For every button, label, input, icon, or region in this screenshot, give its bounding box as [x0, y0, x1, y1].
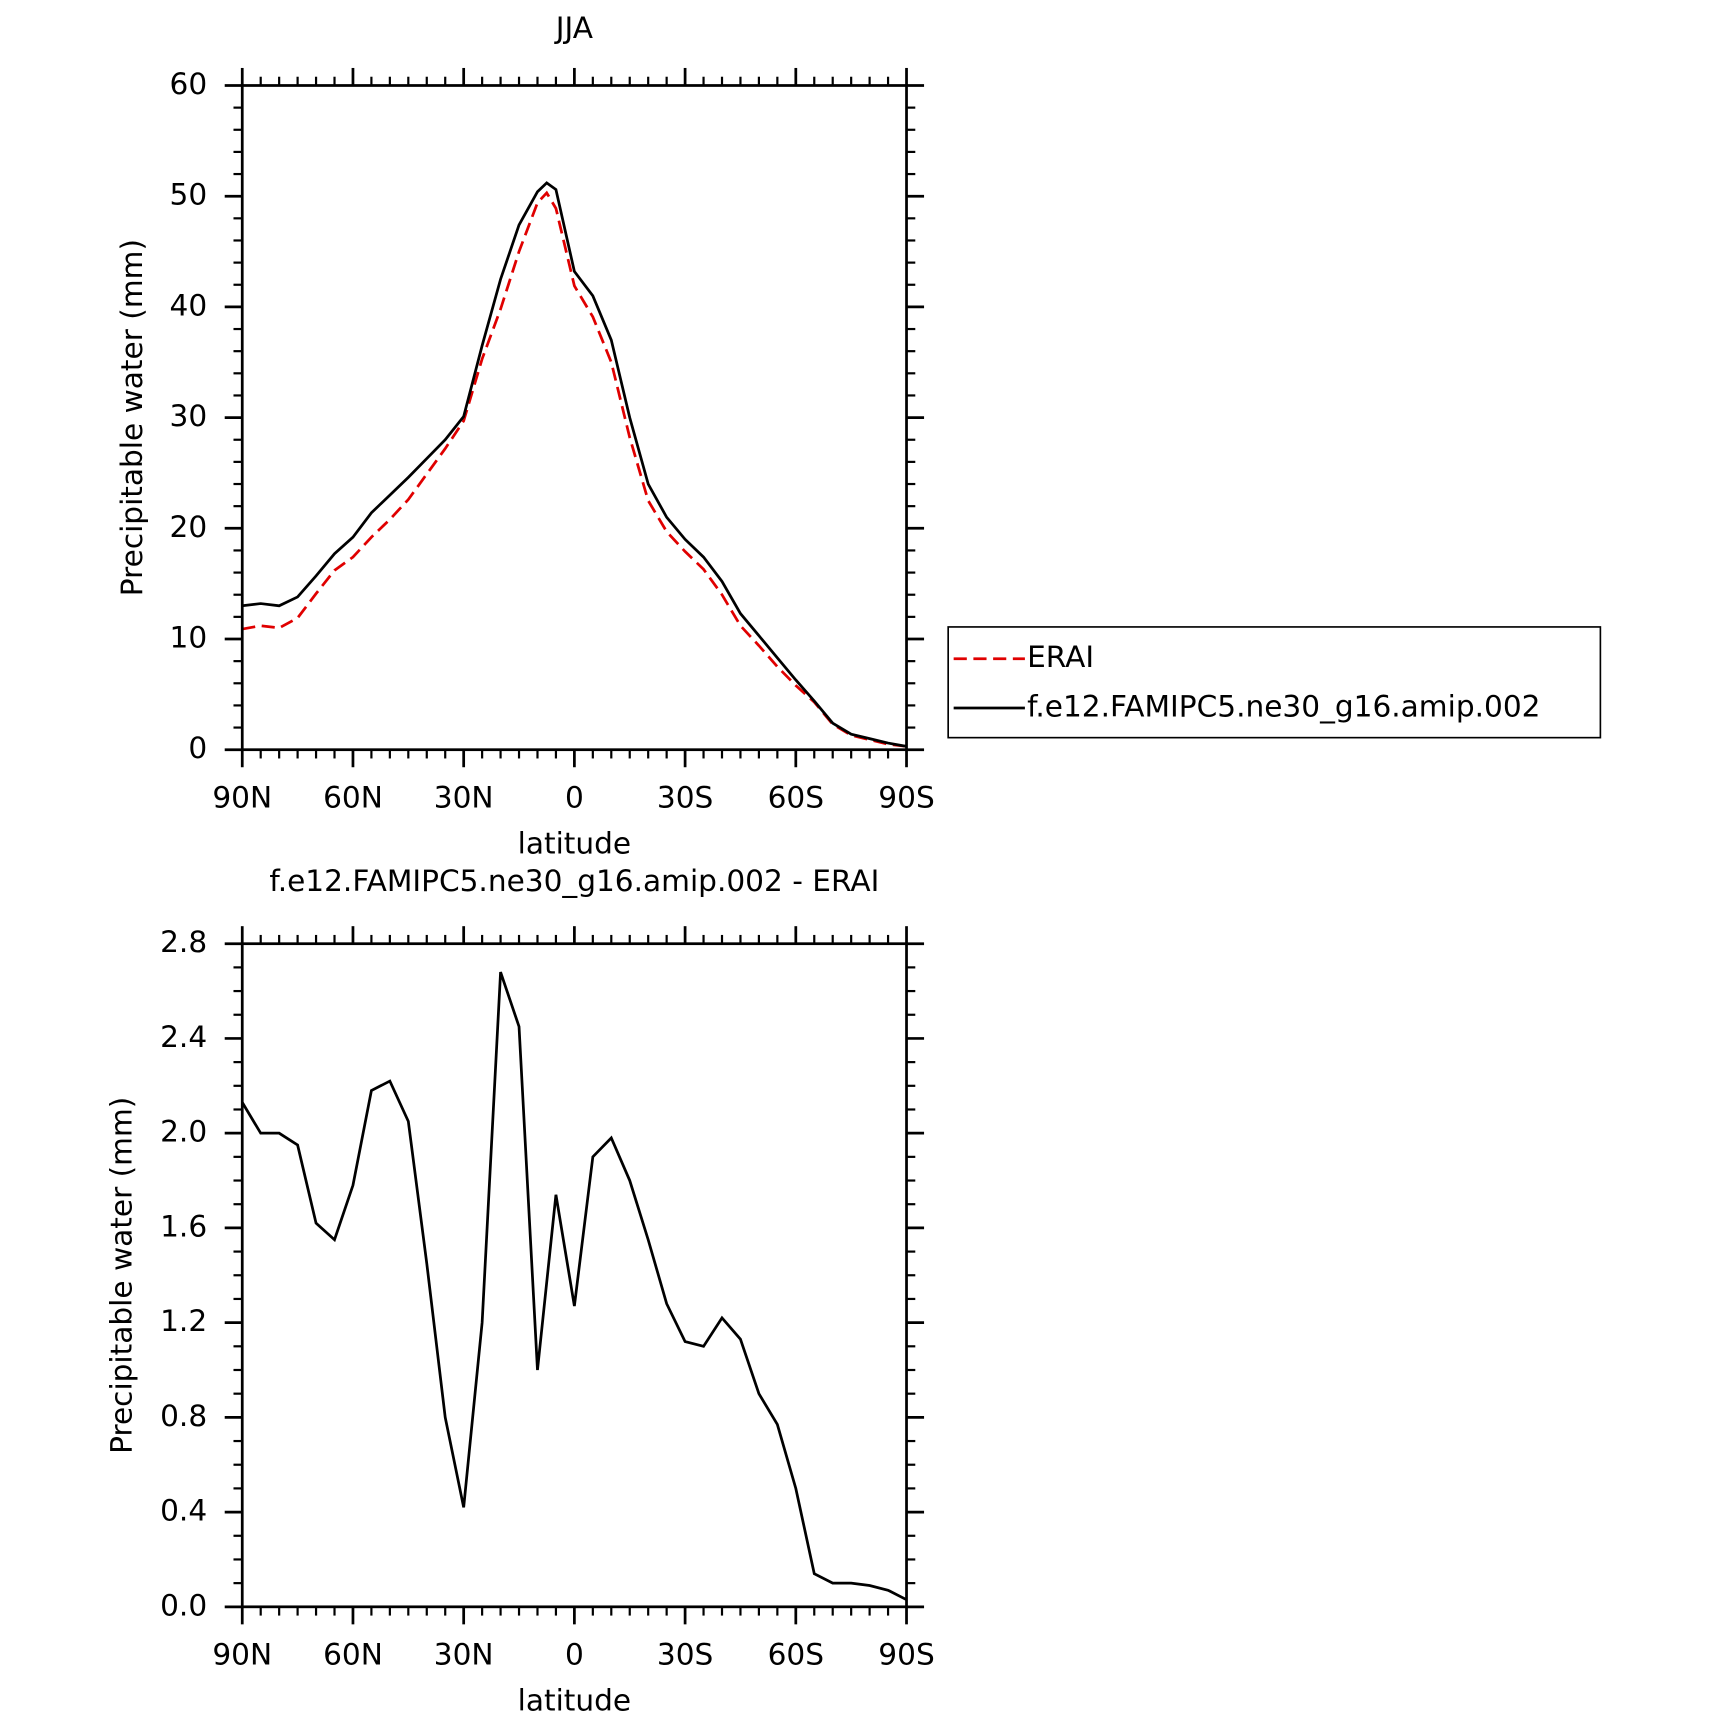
x-tick-label: 0	[565, 1638, 584, 1672]
x-tick-label: 90S	[878, 781, 934, 815]
legend-label: ERAI	[1027, 640, 1094, 674]
x-tick-label: 30S	[657, 1638, 713, 1672]
y-tick-label: 0.0	[160, 1588, 207, 1622]
y-tick-label: 1.6	[160, 1209, 207, 1243]
x-axis-label: latitude	[518, 1684, 631, 1718]
x-tick-label: 30N	[434, 1638, 494, 1672]
y-tick-label: 10	[170, 621, 208, 655]
x-tick-label: 60N	[323, 781, 383, 815]
x-tick-label: 60S	[768, 1638, 824, 1672]
data-line	[242, 190, 907, 748]
y-tick-label: 2.4	[160, 1020, 207, 1054]
y-tick-label: 60	[170, 67, 208, 101]
plot-frame	[240, 942, 908, 1609]
chart-title: JJA	[554, 11, 593, 45]
data-line	[241, 971, 908, 1601]
x-tick-label: 60S	[768, 781, 824, 815]
data-line	[242, 181, 907, 748]
x-tick-label: 0	[565, 781, 584, 815]
y-axis-label: Precipitable water (mm)	[104, 1097, 138, 1454]
legend-box	[947, 626, 1602, 739]
y-tick-label: 20	[170, 510, 208, 544]
x-tick-label: 90N	[212, 1638, 272, 1672]
x-tick-label: 30N	[434, 781, 494, 815]
y-tick-label: 0	[188, 731, 207, 765]
y-tick-label: 0.8	[160, 1399, 207, 1433]
x-tick-label: 90S	[878, 1638, 934, 1672]
x-tick-label: 60N	[323, 1638, 383, 1672]
x-axis-label: latitude	[518, 827, 631, 861]
y-tick-label: 0.4	[160, 1494, 207, 1528]
y-tick-label: 40	[170, 288, 208, 322]
y-tick-label: 30	[170, 399, 208, 433]
legend-label: f.e12.FAMIPC5.ne30_g16.amip.002	[1027, 690, 1540, 724]
chart-title: f.e12.FAMIPC5.ne30_g16.amip.002 - ERAI	[269, 864, 879, 898]
y-tick-label: 50	[170, 178, 208, 212]
x-tick-label: 90N	[212, 781, 272, 815]
y-tick-label: 2.0	[160, 1115, 207, 1149]
y-tick-label: 1.2	[160, 1304, 207, 1338]
y-tick-label: 2.8	[160, 925, 207, 959]
plot-frame	[240, 84, 908, 752]
x-tick-label: 30S	[657, 781, 713, 815]
y-axis-label: Precipitable water (mm)	[115, 239, 149, 596]
